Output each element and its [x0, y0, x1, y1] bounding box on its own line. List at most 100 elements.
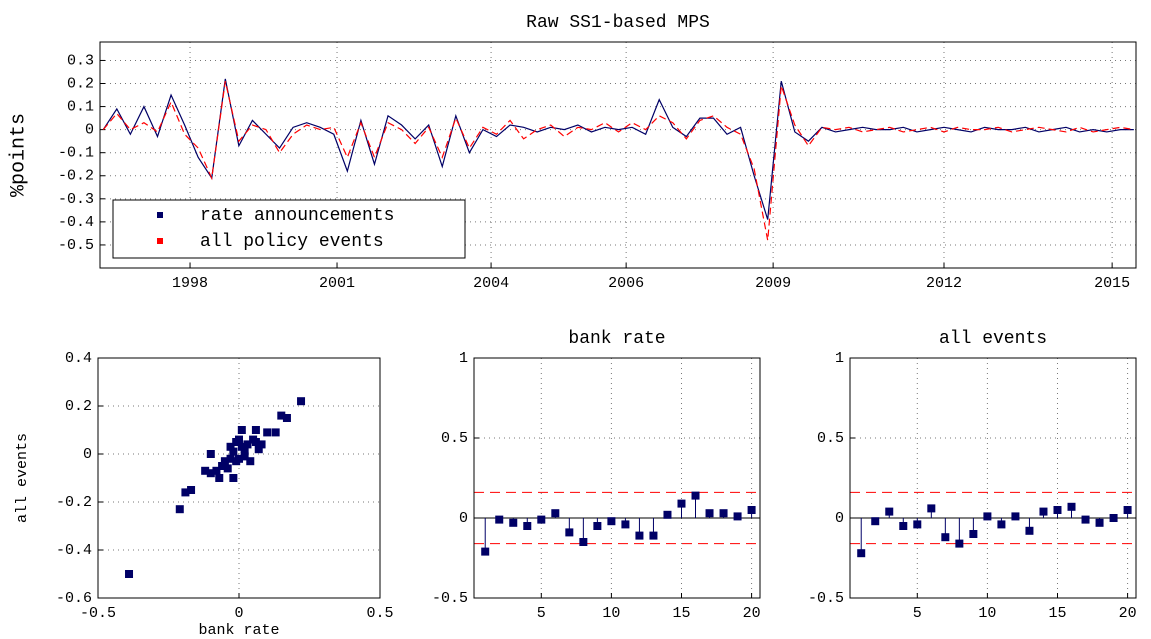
x-tick-label: 10 [602, 605, 620, 622]
x-tick-label: 5 [537, 605, 546, 622]
x-tick-label: 15 [672, 605, 690, 622]
y-tick-label: 0 [835, 510, 844, 527]
stem-marker [719, 509, 728, 518]
legend-box [112, 199, 466, 259]
y-tick-label: 0.5 [817, 430, 844, 447]
series-line [102, 81, 1134, 241]
x-axis-label: bank rate [198, 622, 279, 639]
x-tick-label: 10 [978, 605, 996, 622]
y-tick-label: -0.2 [56, 494, 92, 511]
scatter-point [220, 457, 229, 466]
stem-marker [1081, 515, 1090, 524]
axes-frame [99, 41, 1137, 269]
axes-background [474, 358, 760, 598]
stem-marker [733, 512, 742, 521]
x-tick-label: 2009 [755, 275, 791, 292]
stem-marker [663, 510, 672, 519]
scatter-point [125, 570, 134, 578]
stem-marker [523, 522, 532, 530]
scatter-point [297, 397, 306, 406]
stem-marker [969, 530, 978, 538]
stem-marker [705, 509, 714, 518]
stem-marker [1095, 518, 1104, 527]
legend-label: all policy events [200, 232, 384, 252]
y-tick-label: -0.3 [58, 191, 94, 208]
scatter-point [271, 428, 280, 437]
y-tick-label: 0.5 [441, 430, 468, 447]
stem-marker [927, 504, 936, 513]
y-tick-label: -0.2 [58, 168, 94, 185]
stem-marker [593, 522, 602, 530]
scatter-point [206, 450, 215, 458]
stem-marker [579, 538, 588, 546]
scatter-point [215, 474, 224, 482]
axes-background [850, 358, 1136, 598]
stem-marker [899, 522, 908, 530]
stem-marker [1109, 514, 1118, 522]
scatter-point [263, 428, 272, 437]
stem-marker [1123, 506, 1132, 514]
scatter-point [206, 469, 215, 478]
y-tick-label: 0.2 [65, 398, 92, 415]
scatter-point [175, 505, 184, 514]
scatter-point [229, 474, 238, 482]
stem-marker [607, 517, 616, 526]
stem-marker [747, 506, 756, 514]
x-tick-label: -0.5 [80, 605, 116, 622]
x-tick-label: 2001 [319, 275, 355, 292]
chart-title: bank rate [568, 329, 665, 349]
scatter-point [181, 488, 190, 497]
stem-marker [691, 491, 700, 500]
stem-marker [1039, 507, 1048, 516]
x-tick-label: 1998 [172, 275, 208, 292]
y-tick-label: 0.1 [67, 99, 94, 116]
scatter-point [251, 438, 260, 446]
scatter-point [240, 452, 249, 461]
x-tick-label: 2015 [1094, 275, 1130, 292]
scatter-point [187, 486, 196, 494]
stem-marker [941, 533, 950, 542]
stem-marker [635, 531, 644, 540]
stem-marker [1053, 506, 1062, 514]
x-tick-label: 20 [743, 605, 761, 622]
scatter-point [218, 462, 227, 470]
y-axis-label: %points [7, 113, 30, 197]
legend-marker [157, 212, 163, 218]
x-tick-label: 5 [913, 605, 922, 622]
x-tick-label: 20 [1119, 605, 1137, 622]
x-tick-label: 0 [234, 605, 243, 622]
chart-title: all events [939, 329, 1047, 349]
scatter-point [282, 414, 291, 422]
y-tick-label: -0.1 [58, 145, 94, 162]
y-tick-label: 0.4 [65, 350, 92, 367]
axes-frame [849, 357, 1137, 599]
scatter-point [212, 466, 221, 475]
scatter-point [235, 435, 243, 444]
scatter-point [237, 426, 246, 434]
stem-marker [551, 509, 560, 518]
scatter-point [226, 442, 235, 451]
scatter-point [246, 457, 255, 466]
stem-marker [649, 531, 658, 540]
stem-marker [983, 512, 992, 521]
stem-marker [537, 515, 546, 524]
scatter-point [277, 411, 286, 420]
y-tick-label: 0 [459, 510, 468, 527]
scatter-point [243, 440, 252, 449]
y-tick-label: 0 [83, 446, 92, 463]
y-tick-label: 0.3 [67, 52, 94, 69]
x-tick-label: 15 [1048, 605, 1066, 622]
stem-marker [677, 499, 686, 508]
axes-frame [473, 357, 761, 599]
y-tick-label: -0.5 [58, 237, 94, 254]
stem-marker [955, 539, 964, 548]
stem-marker [913, 520, 922, 529]
stem-marker [565, 528, 574, 537]
series-line [102, 78, 1134, 220]
axes-frame [97, 357, 381, 599]
y-tick-label: -0.4 [56, 542, 92, 559]
y-tick-label: 1 [835, 350, 844, 367]
scatter-point [257, 440, 266, 449]
scatter-point [240, 445, 249, 454]
